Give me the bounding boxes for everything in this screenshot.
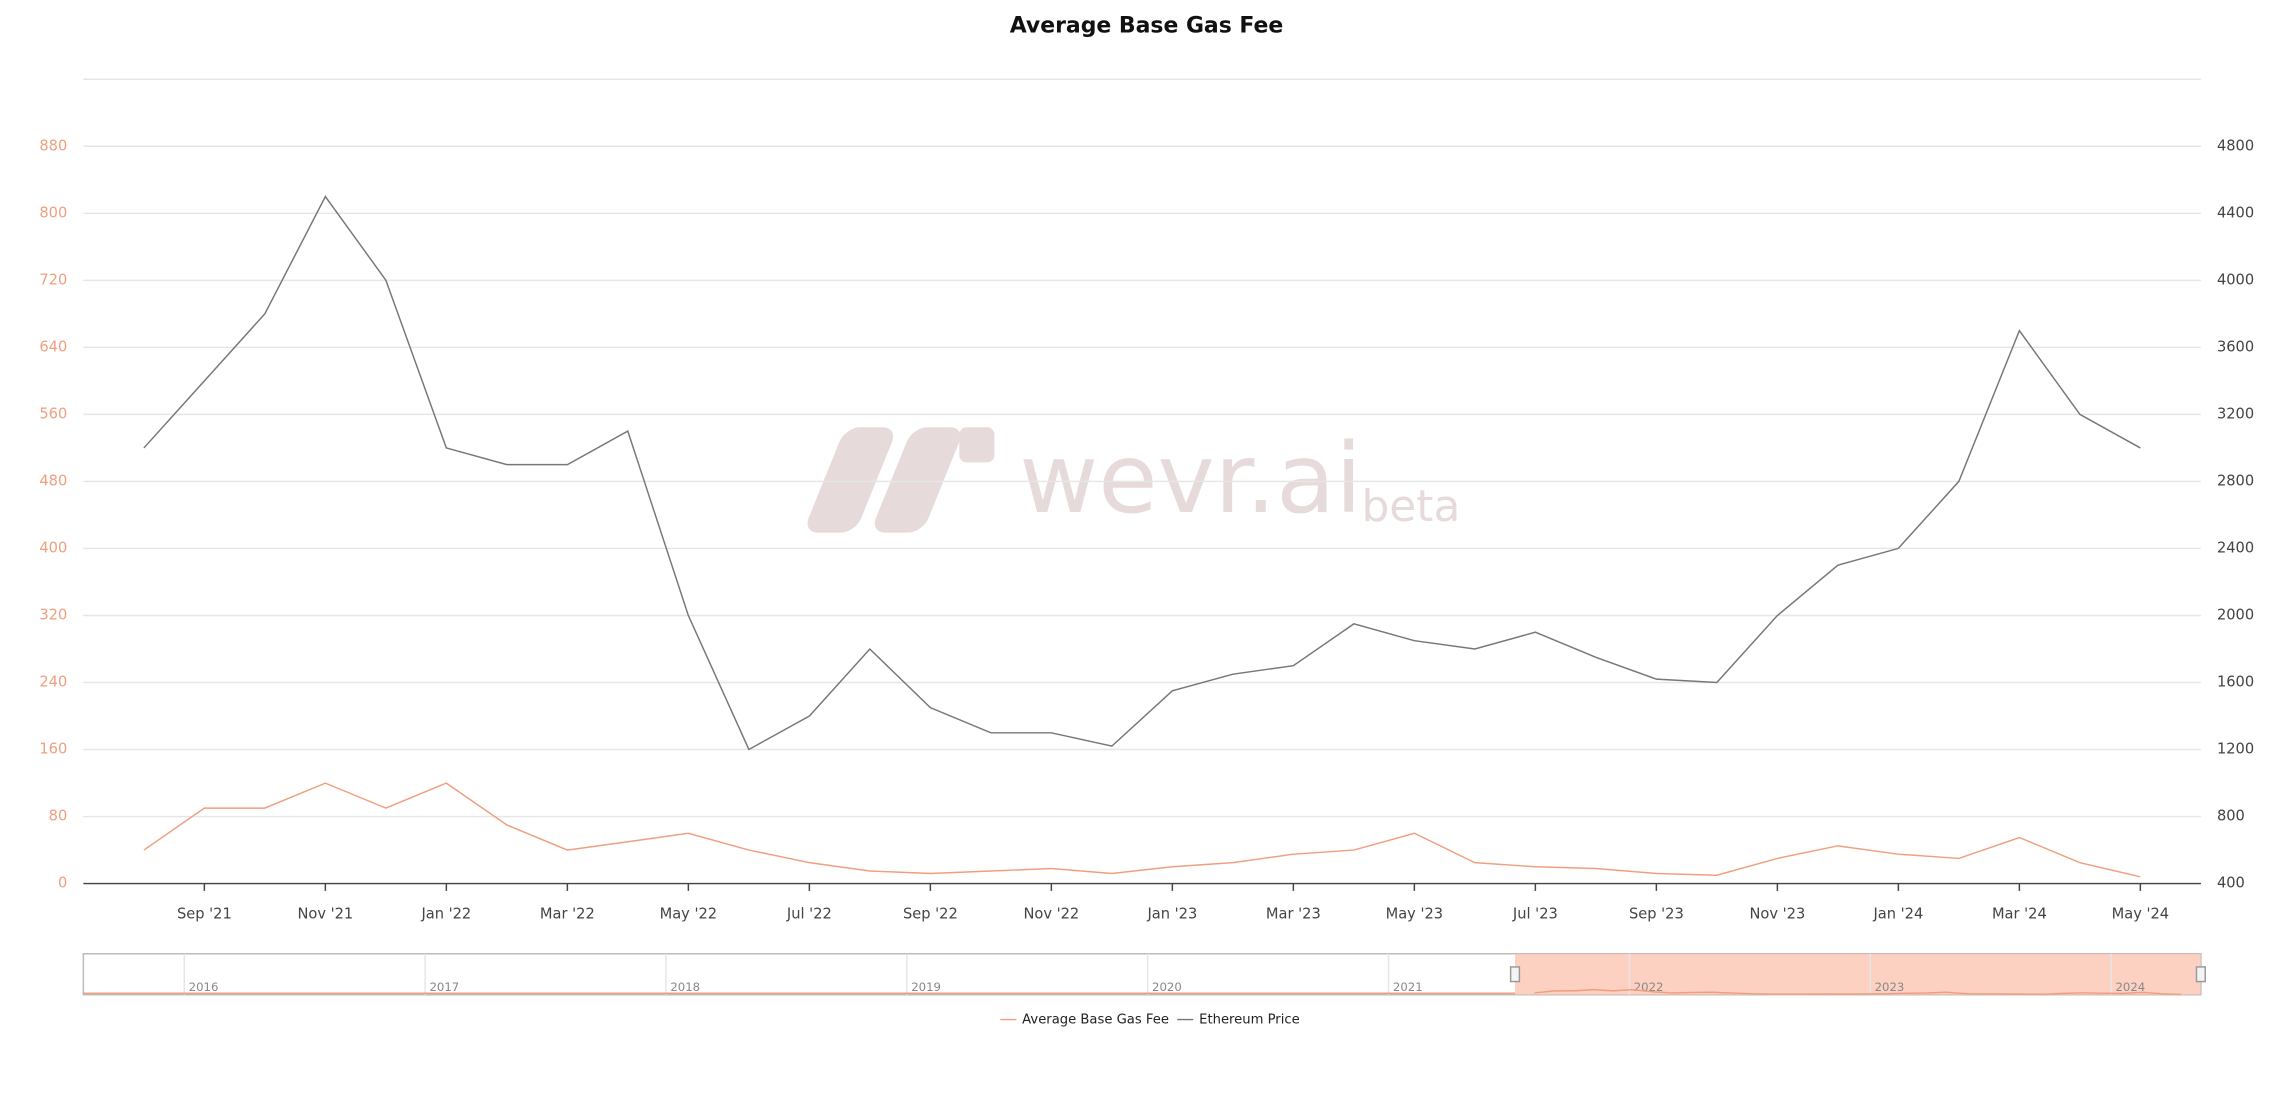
navigator-label: 2016 [189, 980, 219, 994]
x-tick-label: Jul '23 [1512, 905, 1558, 922]
y-tick-label: 480 [39, 472, 67, 489]
watermark-logo [807, 427, 894, 533]
y-tick-label: 80 [49, 808, 68, 825]
watermark: wevr.ai beta [807, 422, 1460, 535]
navigator-handle[interactable] [1509, 966, 1521, 983]
navigator-label: 2017 [429, 980, 459, 994]
x-tick-label: Mar '24 [1992, 905, 2047, 922]
navigator-label: 2020 [1152, 980, 1182, 994]
y2-tick-label: 3200 [2217, 405, 2254, 422]
watermark-text: wevr.ai [1019, 422, 1362, 535]
y2-tick-label: 2000 [2217, 606, 2254, 623]
x-tick-label: Nov '21 [297, 905, 353, 922]
legend-label[interactable]: Average Base Gas Fee [1022, 1013, 1169, 1028]
navigator-label: 2018 [670, 980, 700, 994]
x-tick-label: Sep '22 [903, 905, 958, 922]
navigator-label: 2024 [2115, 980, 2145, 994]
navigator-label: 2023 [1875, 980, 1905, 994]
x-tick-label: May '22 [660, 905, 717, 922]
y-tick-label: 400 [39, 539, 67, 556]
y-tick-label: 640 [39, 338, 67, 355]
y-tick-label: 0 [58, 875, 67, 892]
y-tick-label: 240 [39, 673, 67, 690]
y-tick-label: 560 [39, 405, 67, 422]
y2-tick-label: 1200 [2217, 741, 2254, 758]
chart-title: Average Base Gas Fee [1010, 14, 1283, 39]
watermark-logo [874, 427, 961, 533]
x-tick-label: Jan '22 [420, 905, 471, 922]
watermark-suffix: beta [1361, 481, 1460, 532]
x-tick-label: Jul '22 [786, 905, 832, 922]
x-tick-label: Mar '23 [1266, 905, 1321, 922]
y-tick-label: 800 [39, 204, 67, 221]
x-tick-label: Jan '24 [1872, 905, 1923, 922]
y2-tick-label: 400 [2217, 875, 2245, 892]
y2-tick-label: 4000 [2217, 271, 2254, 288]
legend-label[interactable]: Ethereum Price [1199, 1013, 1300, 1028]
navigator-label: 2021 [1393, 980, 1423, 994]
series-line [143, 782, 2141, 878]
y2-tick-label: 1600 [2217, 673, 2254, 690]
x-tick-label: Mar '22 [540, 905, 595, 922]
y-tick-label: 720 [39, 271, 67, 288]
y2-tick-label: 2800 [2217, 472, 2254, 489]
y-tick-label: 160 [39, 741, 67, 758]
x-tick-label: Sep '23 [1629, 905, 1684, 922]
navigator-line [1534, 988, 2182, 996]
x-tick-label: Nov '23 [1749, 905, 1805, 922]
y-tick-label: 880 [39, 137, 67, 154]
y2-tick-label: 2400 [2217, 539, 2254, 556]
y2-tick-label: 4800 [2217, 137, 2254, 154]
x-tick-label: Sep '21 [177, 905, 232, 922]
y2-tick-label: 800 [2217, 808, 2245, 825]
y-tick-label: 320 [39, 606, 67, 623]
y2-tick-label: 3600 [2217, 338, 2254, 355]
x-tick-label: May '24 [2112, 905, 2169, 922]
navigator-label: 2019 [911, 980, 941, 994]
x-tick-label: May '23 [1386, 905, 1443, 922]
navigator-handle[interactable] [2195, 966, 2206, 983]
y2-tick-label: 4400 [2217, 204, 2254, 221]
series-line [143, 195, 2141, 751]
x-tick-label: Jan '23 [1146, 905, 1197, 922]
watermark-logo [959, 427, 995, 463]
navigator-selection [1515, 953, 2201, 995]
x-tick-label: Nov '22 [1023, 905, 1079, 922]
